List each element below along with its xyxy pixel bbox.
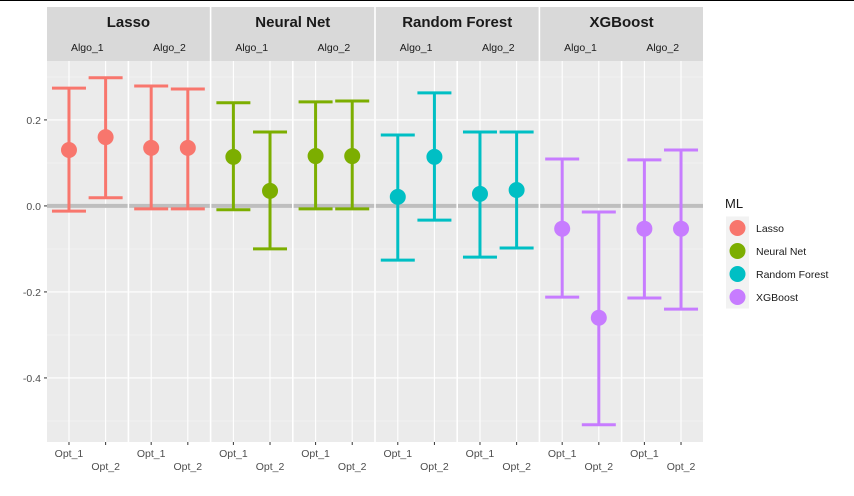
x-tick-label: Opt_1 [137, 448, 166, 460]
panel-background [47, 61, 128, 442]
data-point [590, 309, 607, 326]
facet-sublabel: Algo_2 [318, 42, 351, 54]
legend-label: XGBoost [756, 292, 798, 304]
y-tick-label: 0.0 [26, 201, 41, 213]
facet-sublabel: Algo_1 [564, 42, 597, 54]
x-tick-label: Opt_2 [667, 461, 696, 473]
legend-title: ML [725, 196, 743, 211]
legend-label: Lasso [756, 223, 784, 235]
facet-label: Lasso [107, 14, 150, 31]
facet-sublabel: Algo_2 [482, 42, 515, 54]
legend-swatch [729, 266, 746, 282]
facet-sublabel: Algo_1 [235, 42, 268, 54]
facet-sublabel: Algo_1 [71, 42, 104, 54]
panel-background [622, 61, 703, 442]
data-point [673, 220, 690, 237]
legend-swatch [729, 243, 746, 259]
y-tick-label: 0.2 [26, 115, 41, 127]
x-tick-label: Opt_2 [502, 461, 531, 473]
x-tick-label: Opt_1 [55, 448, 84, 460]
facet-strip-random-forest [375, 7, 539, 61]
facet-strip-xgboost [540, 7, 703, 61]
data-point [262, 182, 279, 199]
x-tick-label: Opt_1 [466, 448, 495, 460]
data-point [344, 148, 361, 165]
x-tick-label: Opt_2 [585, 461, 614, 473]
data-point [508, 182, 525, 199]
x-tick-label: Opt_2 [256, 461, 285, 473]
x-tick-label: Opt_2 [174, 461, 203, 473]
facet-sublabel: Algo_1 [400, 42, 433, 54]
y-tick-label: -0.4 [23, 373, 41, 385]
legend-label: Neural Net [756, 246, 806, 258]
x-tick-label: Opt_1 [630, 448, 659, 460]
data-point [143, 139, 160, 156]
facet-strip-neural-net [211, 7, 375, 61]
legend-label: Random Forest [756, 269, 828, 281]
x-tick-label: Opt_2 [420, 461, 449, 473]
data-point [636, 220, 653, 237]
x-tick-label: Opt_1 [301, 448, 330, 460]
data-point [307, 148, 324, 165]
x-tick-label: Opt_2 [338, 461, 367, 473]
data-point [389, 188, 406, 205]
facet-sublabel: Algo_2 [153, 42, 186, 54]
panel-background [293, 61, 375, 442]
x-tick-label: Opt_1 [383, 448, 412, 460]
facet-label: XGBoost [590, 14, 654, 31]
y-tick-label: -0.2 [23, 287, 41, 299]
legend-swatch [729, 220, 746, 236]
facet-label: Neural Net [255, 14, 330, 31]
data-point [471, 185, 488, 202]
data-point [60, 142, 77, 159]
x-tick-label: Opt_1 [219, 448, 248, 460]
x-tick-label: Opt_2 [91, 461, 120, 473]
facet-sublabel: Algo_2 [646, 42, 679, 54]
data-point [225, 148, 242, 165]
data-point [426, 148, 443, 165]
panel-background [129, 61, 210, 442]
data-point [97, 129, 114, 146]
facet-strip-lasso [47, 7, 210, 61]
facet-label: Random Forest [402, 14, 512, 31]
legend-swatch [729, 289, 746, 305]
panel-background [540, 61, 621, 442]
x-tick-label: Opt_1 [548, 448, 577, 460]
data-point [554, 220, 571, 237]
panel-background [375, 61, 457, 442]
panel-background [211, 61, 292, 442]
data-point [179, 139, 196, 156]
panel-background [458, 61, 539, 442]
